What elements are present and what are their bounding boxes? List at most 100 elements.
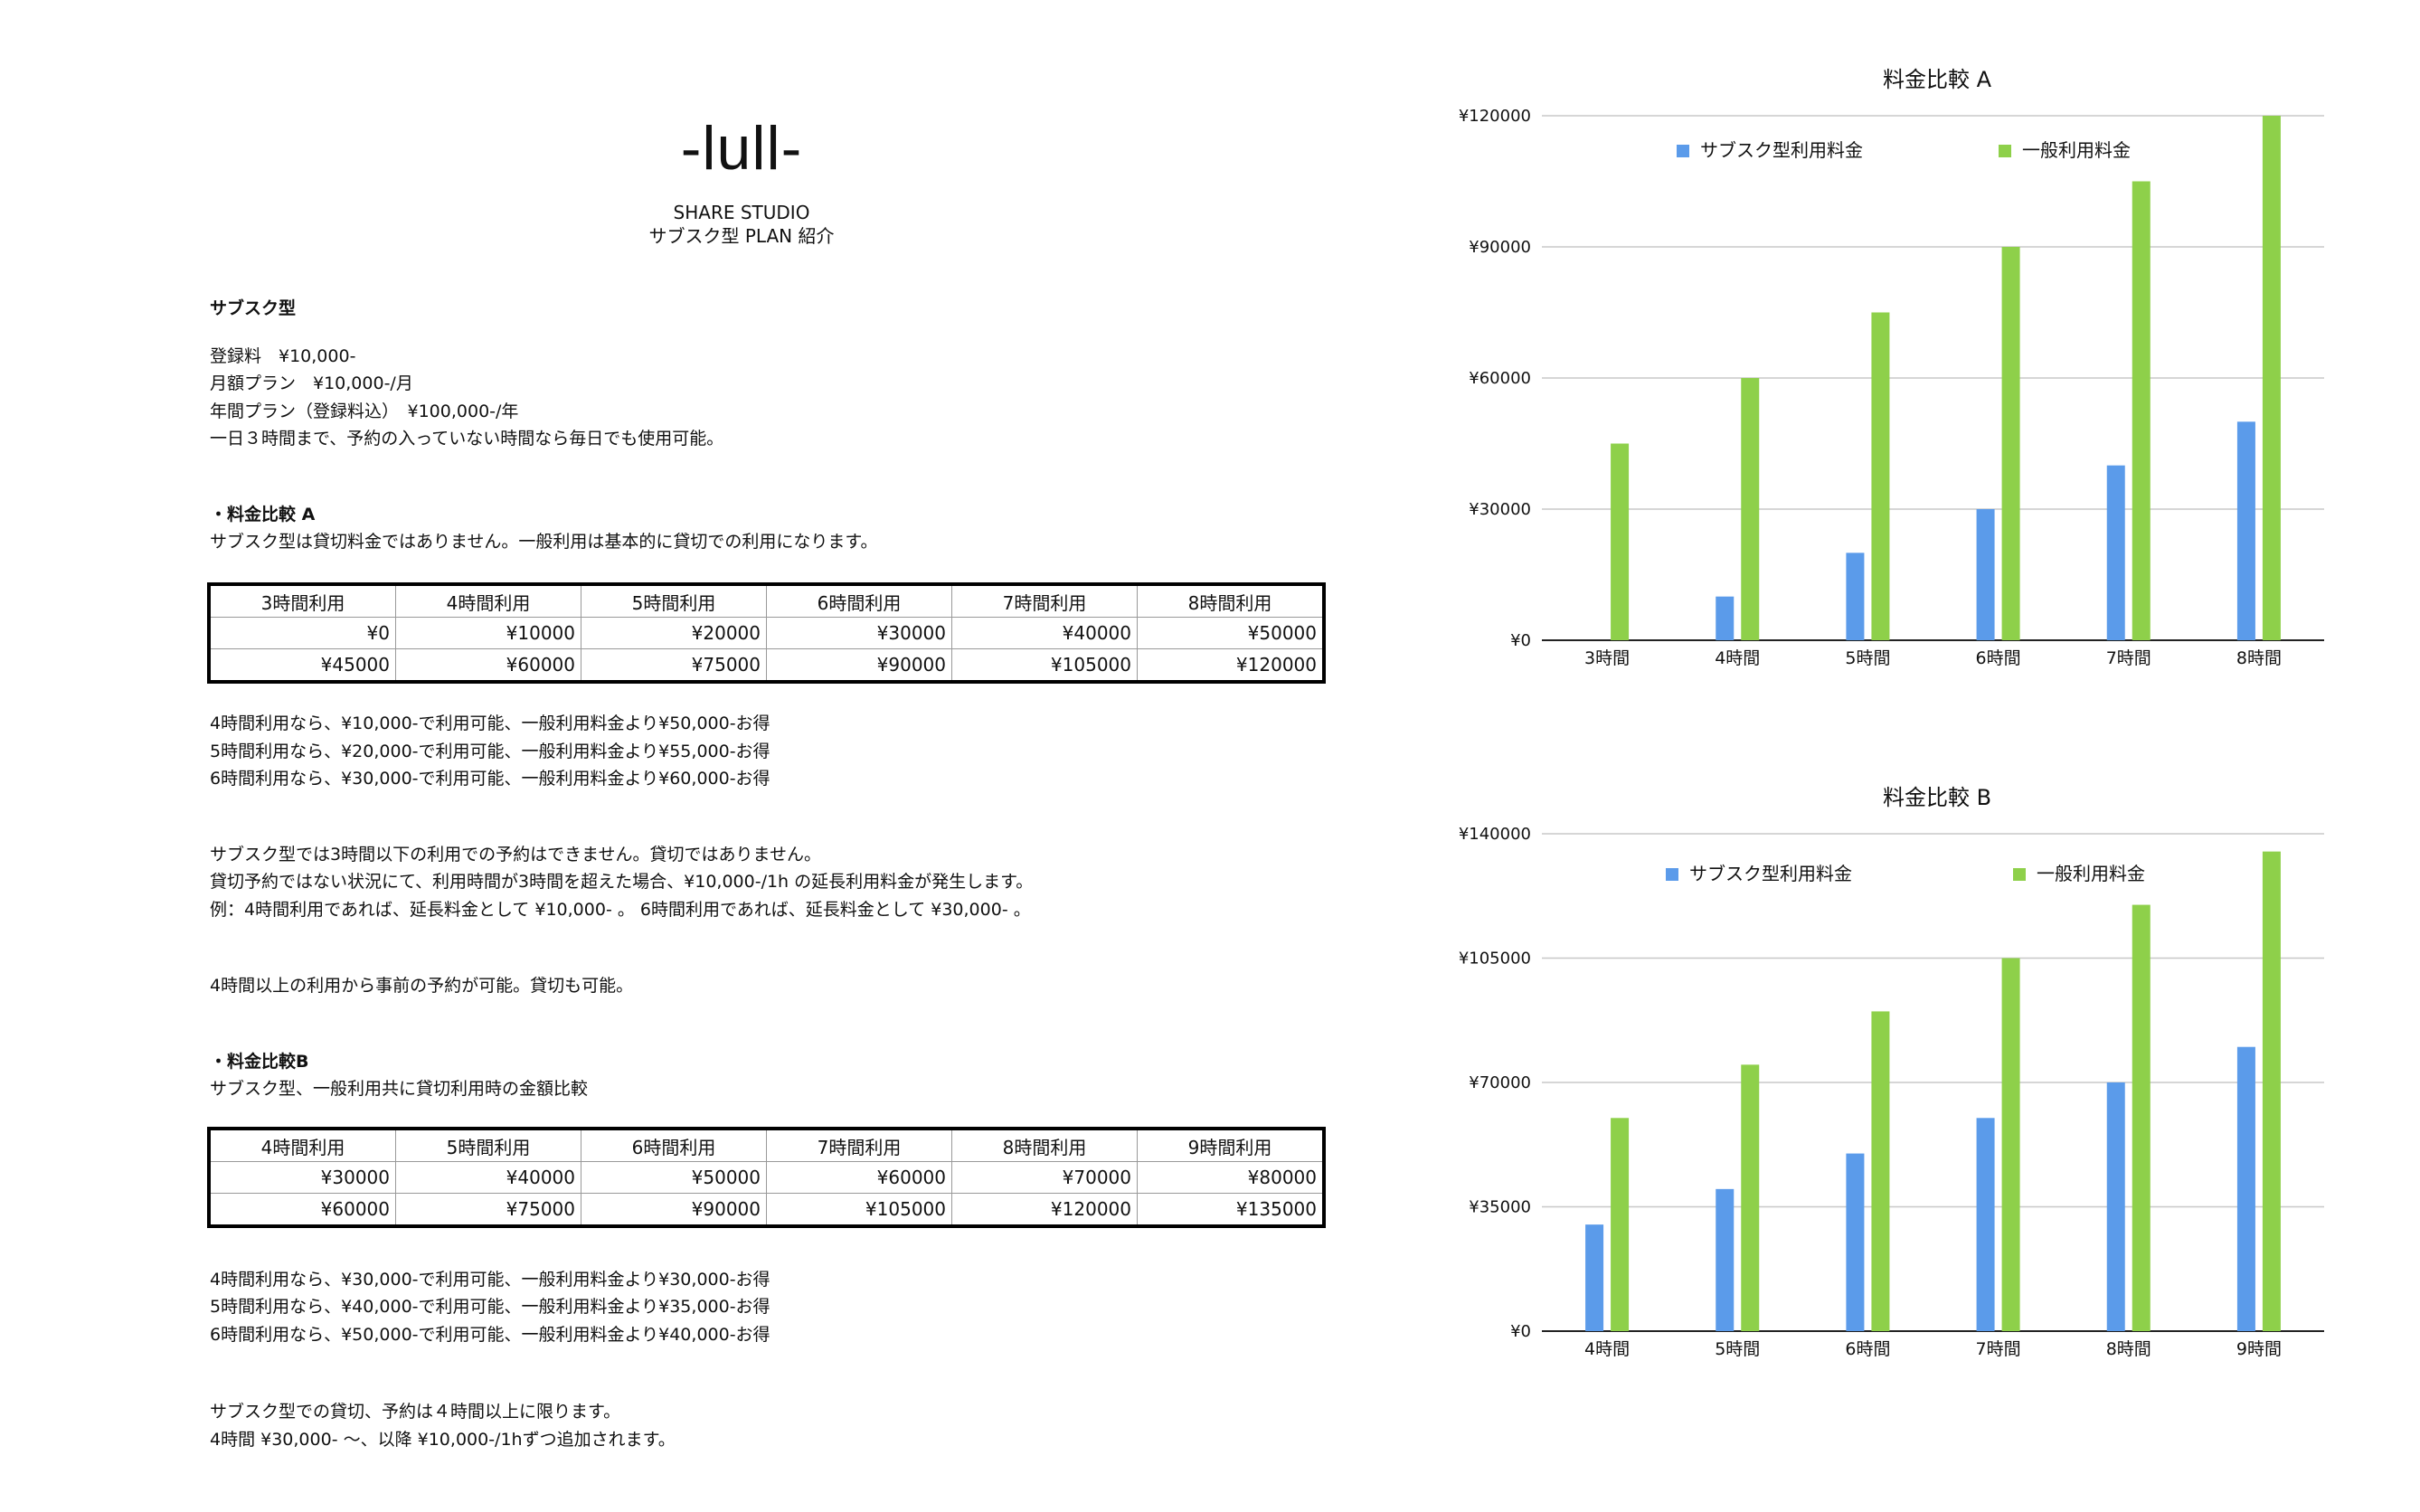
y-tick-label: ¥0 — [1510, 631, 1531, 650]
table-cell: ¥50000 — [1137, 617, 1325, 649]
y-tick-label: ¥70000 — [1469, 1073, 1531, 1092]
bar — [2236, 421, 2255, 640]
compare-b-footer: 4時間 ¥30,000- 〜、以降 ¥10,000-/1hずつ追加されます。 — [210, 1430, 676, 1450]
table-row-general: ¥60000 ¥75000 ¥90000 ¥105000 ¥120000 ¥13… — [208, 1193, 1325, 1227]
compare-a-rule: 貸切予約ではない状況にて、利用時間が3時間を超えた場合、¥10,000-/1h … — [210, 872, 1034, 892]
subsc-line-monthly: 月額プラン ¥10,000-/月 — [210, 373, 413, 393]
table-cell: ¥60000 — [766, 1161, 952, 1194]
table-cell: ¥135000 — [1137, 1193, 1325, 1227]
bar — [2106, 465, 2125, 640]
bar — [1716, 596, 1735, 640]
table-header-cell: 6時間利用 — [581, 1128, 767, 1162]
compare-a-heading: ・料金比較 A — [210, 505, 316, 524]
chart-title: 料金比較 A — [1883, 67, 1992, 92]
table-header-cell: 4時間利用 — [208, 1128, 396, 1162]
subtitle-line-1: SHARE STUDIO — [673, 202, 810, 223]
x-tick-label: 8時間 — [2236, 648, 2282, 668]
subsc-line-registration: 登録料 ¥10,000- — [210, 346, 356, 366]
brand-logo: -lull- — [680, 114, 803, 183]
bar — [1846, 553, 1865, 640]
legend-label: サブスク型利用料金 — [1700, 139, 1863, 161]
table-cell: ¥90000 — [766, 648, 952, 683]
table-cell: ¥120000 — [1137, 648, 1325, 683]
y-tick-label: ¥105000 — [1459, 950, 1531, 969]
y-tick-label: ¥140000 — [1459, 825, 1531, 844]
y-tick-label: ¥30000 — [1469, 500, 1531, 519]
compare-b-note: 4時間利用なら、¥30,000-で利用可能、一般利用料金より¥30,000-お得 — [210, 1270, 770, 1290]
table-cell: ¥40000 — [395, 1161, 581, 1194]
compare-b-footer: サブスク型での貸切、予約は４時間以上に限ります。 — [210, 1402, 621, 1422]
subtitle-line-2: サブスク型 PLAN 紹介 — [648, 225, 835, 247]
y-tick-label: ¥90000 — [1469, 238, 1531, 257]
bar — [1871, 312, 1890, 640]
bar — [2001, 247, 2020, 640]
chart-title: 料金比較 B — [1883, 785, 1991, 810]
table-cell: ¥80000 — [1137, 1161, 1325, 1194]
subsc-heading: サブスク型 — [210, 298, 297, 318]
compare-b-note: 5時間利用なら、¥40,000-で利用可能、一般利用料金より¥35,000-お得 — [210, 1297, 770, 1317]
page-subtitle: SHARE STUDIO サブスク型 PLAN 紹介 — [0, 201, 1483, 248]
table-cell: ¥60000 — [208, 1193, 396, 1227]
x-tick-label: 8時間 — [2106, 1339, 2151, 1359]
table-cell: ¥105000 — [766, 1193, 952, 1227]
legend-swatch — [2013, 868, 2026, 881]
bar — [2262, 851, 2281, 1331]
chart-compare-b: 料金比較 B ¥0 ¥35000 ¥70000 ¥105000 ¥140000 4時間 5時間… — [1420, 769, 2378, 1366]
table-header-cell: 5時間利用 — [395, 1128, 581, 1162]
x-tick-label: 5時間 — [1715, 1339, 1760, 1359]
legend-swatch — [1677, 145, 1689, 157]
bar — [1611, 1118, 1630, 1331]
bar — [1846, 1153, 1865, 1331]
subsc-line-usage: 一日３時間まで、予約の入っていない時間なら毎日でも使用可能。 — [210, 429, 724, 449]
subsc-line-annual: 年間プラン（登録料込） ¥100,000-/年 — [210, 402, 519, 421]
x-tick-label: 4時間 — [1715, 648, 1760, 668]
legend-label: サブスク型利用料金 — [1689, 863, 1852, 884]
compare-b-heading: ・料金比較B — [210, 1052, 309, 1072]
bar — [2236, 1046, 2255, 1331]
table-cell: ¥70000 — [951, 1161, 1138, 1194]
document-page: -lull- SHARE STUDIO サブスク型 PLAN 紹介 サブスク型 … — [207, 114, 1326, 1450]
table-cell: ¥30000 — [208, 1161, 396, 1194]
table-cell: ¥90000 — [581, 1193, 767, 1227]
table-cell: ¥10000 — [395, 617, 581, 649]
y-tick-label: ¥35000 — [1469, 1198, 1531, 1217]
table-cell: ¥60000 — [395, 648, 581, 683]
table-cell: ¥105000 — [951, 648, 1138, 683]
table-header-row: 3時間利用 4時間利用 5時間利用 6時間利用 7時間利用 8時間利用 — [208, 583, 1325, 618]
compare-a-note: 4時間利用なら、¥10,000-で利用可能、一般利用料金より¥50,000-お得 — [210, 713, 770, 733]
table-cell: ¥40000 — [951, 617, 1138, 649]
table-row-general: ¥45000 ¥60000 ¥75000 ¥90000 ¥105000 ¥120… — [208, 648, 1325, 683]
legend-swatch — [1666, 868, 1678, 881]
bar — [1976, 1118, 1995, 1331]
compare-a-note: 6時間利用なら、¥30,000-で利用可能、一般利用料金より¥60,000-お得 — [210, 769, 770, 789]
table-header-cell: 9時間利用 — [1137, 1128, 1325, 1162]
compare-a-rule-extra: 4時間以上の利用から事前の予約が可能。貸切も可能。 — [210, 976, 634, 996]
compare-a-desc: サブスク型は貸切料金ではありません。一般利用は基本的に貸切での利用になります。 — [210, 532, 878, 552]
compare-a-note: 5時間利用なら、¥20,000-で利用可能、一般利用料金より¥55,000-お得 — [210, 742, 770, 761]
legend-label: 一般利用料金 — [2037, 863, 2145, 884]
table-header-cell: 8時間利用 — [951, 1128, 1138, 1162]
x-tick-label: 4時間 — [1584, 1339, 1630, 1359]
table-header-cell: 4時間利用 — [395, 583, 581, 618]
x-tick-label: 9時間 — [2236, 1339, 2282, 1359]
x-tick-label: 5時間 — [1845, 648, 1890, 668]
table-row-subsc: ¥30000 ¥40000 ¥50000 ¥60000 ¥70000 ¥8000… — [208, 1161, 1325, 1194]
compare-b-note: 6時間利用なら、¥50,000-で利用可能、一般利用料金より¥40,000-お得 — [210, 1325, 770, 1345]
table-cell: ¥50000 — [581, 1161, 767, 1194]
y-tick-label: ¥120000 — [1459, 107, 1531, 126]
x-tick-label: 7時間 — [1976, 1339, 2021, 1359]
legend-swatch — [1999, 145, 2011, 157]
table-cell: ¥120000 — [951, 1193, 1138, 1227]
x-tick-label: 6時間 — [1976, 648, 2021, 668]
chart-a-svg: 料金比較 A ¥0 ¥30000 ¥60000 ¥90000 ¥120000 3時間 4時間 5… — [1459, 67, 2324, 668]
bar — [1741, 378, 1760, 640]
bar — [1976, 509, 1995, 640]
table-header-row: 4時間利用 5時間利用 6時間利用 7時間利用 8時間利用 9時間利用 — [208, 1128, 1325, 1162]
table-cell: ¥75000 — [395, 1193, 581, 1227]
bar — [2106, 1082, 2125, 1331]
bar — [2001, 958, 2020, 1331]
table-cell: ¥75000 — [581, 648, 767, 683]
table-header-cell: 6時間利用 — [766, 583, 952, 618]
y-tick-label: ¥60000 — [1469, 369, 1531, 388]
table-row-subsc: ¥0 ¥10000 ¥20000 ¥30000 ¥40000 ¥50000 — [208, 617, 1325, 649]
